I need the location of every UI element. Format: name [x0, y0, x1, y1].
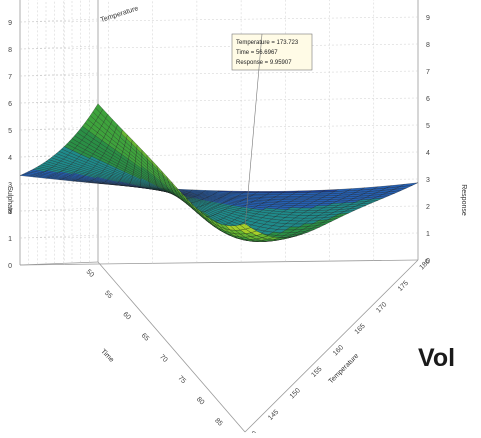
sulphate-tick: 9 — [8, 20, 12, 27]
time-tick: 85 — [213, 417, 224, 428]
time-tick: 55 — [103, 290, 114, 301]
response-tick: 4 — [426, 150, 430, 157]
response-tick: 2 — [426, 204, 430, 211]
back-wall-gridline — [20, 46, 98, 49]
response-tick: 1 — [426, 231, 430, 238]
temperature-tick: 165 — [354, 323, 367, 336]
tooltip-line: Response = 9.95907 — [236, 60, 292, 66]
time-tick: 80 — [195, 396, 206, 407]
back-wall-gridline — [20, 44, 418, 49]
response-tick: 3 — [426, 177, 430, 184]
time-tick: 75 — [176, 375, 187, 386]
time-axis-label: Time — [99, 348, 115, 364]
time-tick: 70 — [158, 353, 169, 364]
sulphate-tick: 0 — [8, 263, 12, 270]
temperature-tick: 160 — [332, 344, 345, 357]
temperature-axis-label: Temperature — [328, 352, 361, 385]
sulphate-tick: 5 — [8, 128, 12, 135]
sulphate-axis-label: Sulphate — [6, 186, 13, 214]
response-surface — [20, 104, 418, 242]
response-tick: 5 — [426, 123, 430, 130]
temperature-tick: 150 — [289, 387, 302, 400]
back-wall-gridline — [20, 100, 98, 103]
response-axis-label: Response — [460, 184, 467, 216]
back-wall-gridline — [20, 208, 98, 211]
sulphate-tick: 4 — [8, 155, 12, 162]
sulphate-tick: 6 — [8, 101, 12, 108]
temperature-tick: 155 — [310, 366, 323, 379]
time-tick: 50 — [85, 268, 96, 279]
box-edge — [98, 262, 245, 432]
temperature-tick: 175 — [397, 280, 410, 293]
back-wall-gridline — [20, 125, 418, 130]
back-wall-gridline — [20, 17, 418, 22]
back-wall-gridline — [20, 71, 418, 76]
response-tick: 0 — [426, 258, 430, 265]
tooltip-line: Temperature = 173.723 — [236, 40, 299, 46]
time-tick: 65 — [140, 332, 151, 343]
temperature-axis-label-top: Temperature — [100, 5, 140, 24]
response-tick: 7 — [426, 69, 430, 76]
time-tick: 60 — [121, 311, 132, 322]
response-tick: 9 — [426, 15, 430, 22]
sulphate-tick: 8 — [8, 47, 12, 54]
box-edge — [245, 260, 418, 432]
back-wall-gridline — [20, 73, 98, 76]
temperature-tick: 170 — [375, 301, 388, 314]
back-wall-gridline — [20, 98, 418, 103]
response-tick: 8 — [426, 42, 430, 49]
response-tick: 6 — [426, 96, 430, 103]
back-wall-gridline — [20, 235, 98, 238]
sulphate-tick: 7 — [8, 74, 12, 81]
temperature-tick: 145 — [267, 409, 280, 422]
sulphate-tick: 1 — [8, 236, 12, 243]
overlay-text: Vol — [418, 344, 455, 373]
back-wall-gridline — [20, 19, 98, 22]
back-wall-gridline — [20, 233, 418, 238]
tooltip-line: Time = 56.6967 — [236, 50, 278, 56]
